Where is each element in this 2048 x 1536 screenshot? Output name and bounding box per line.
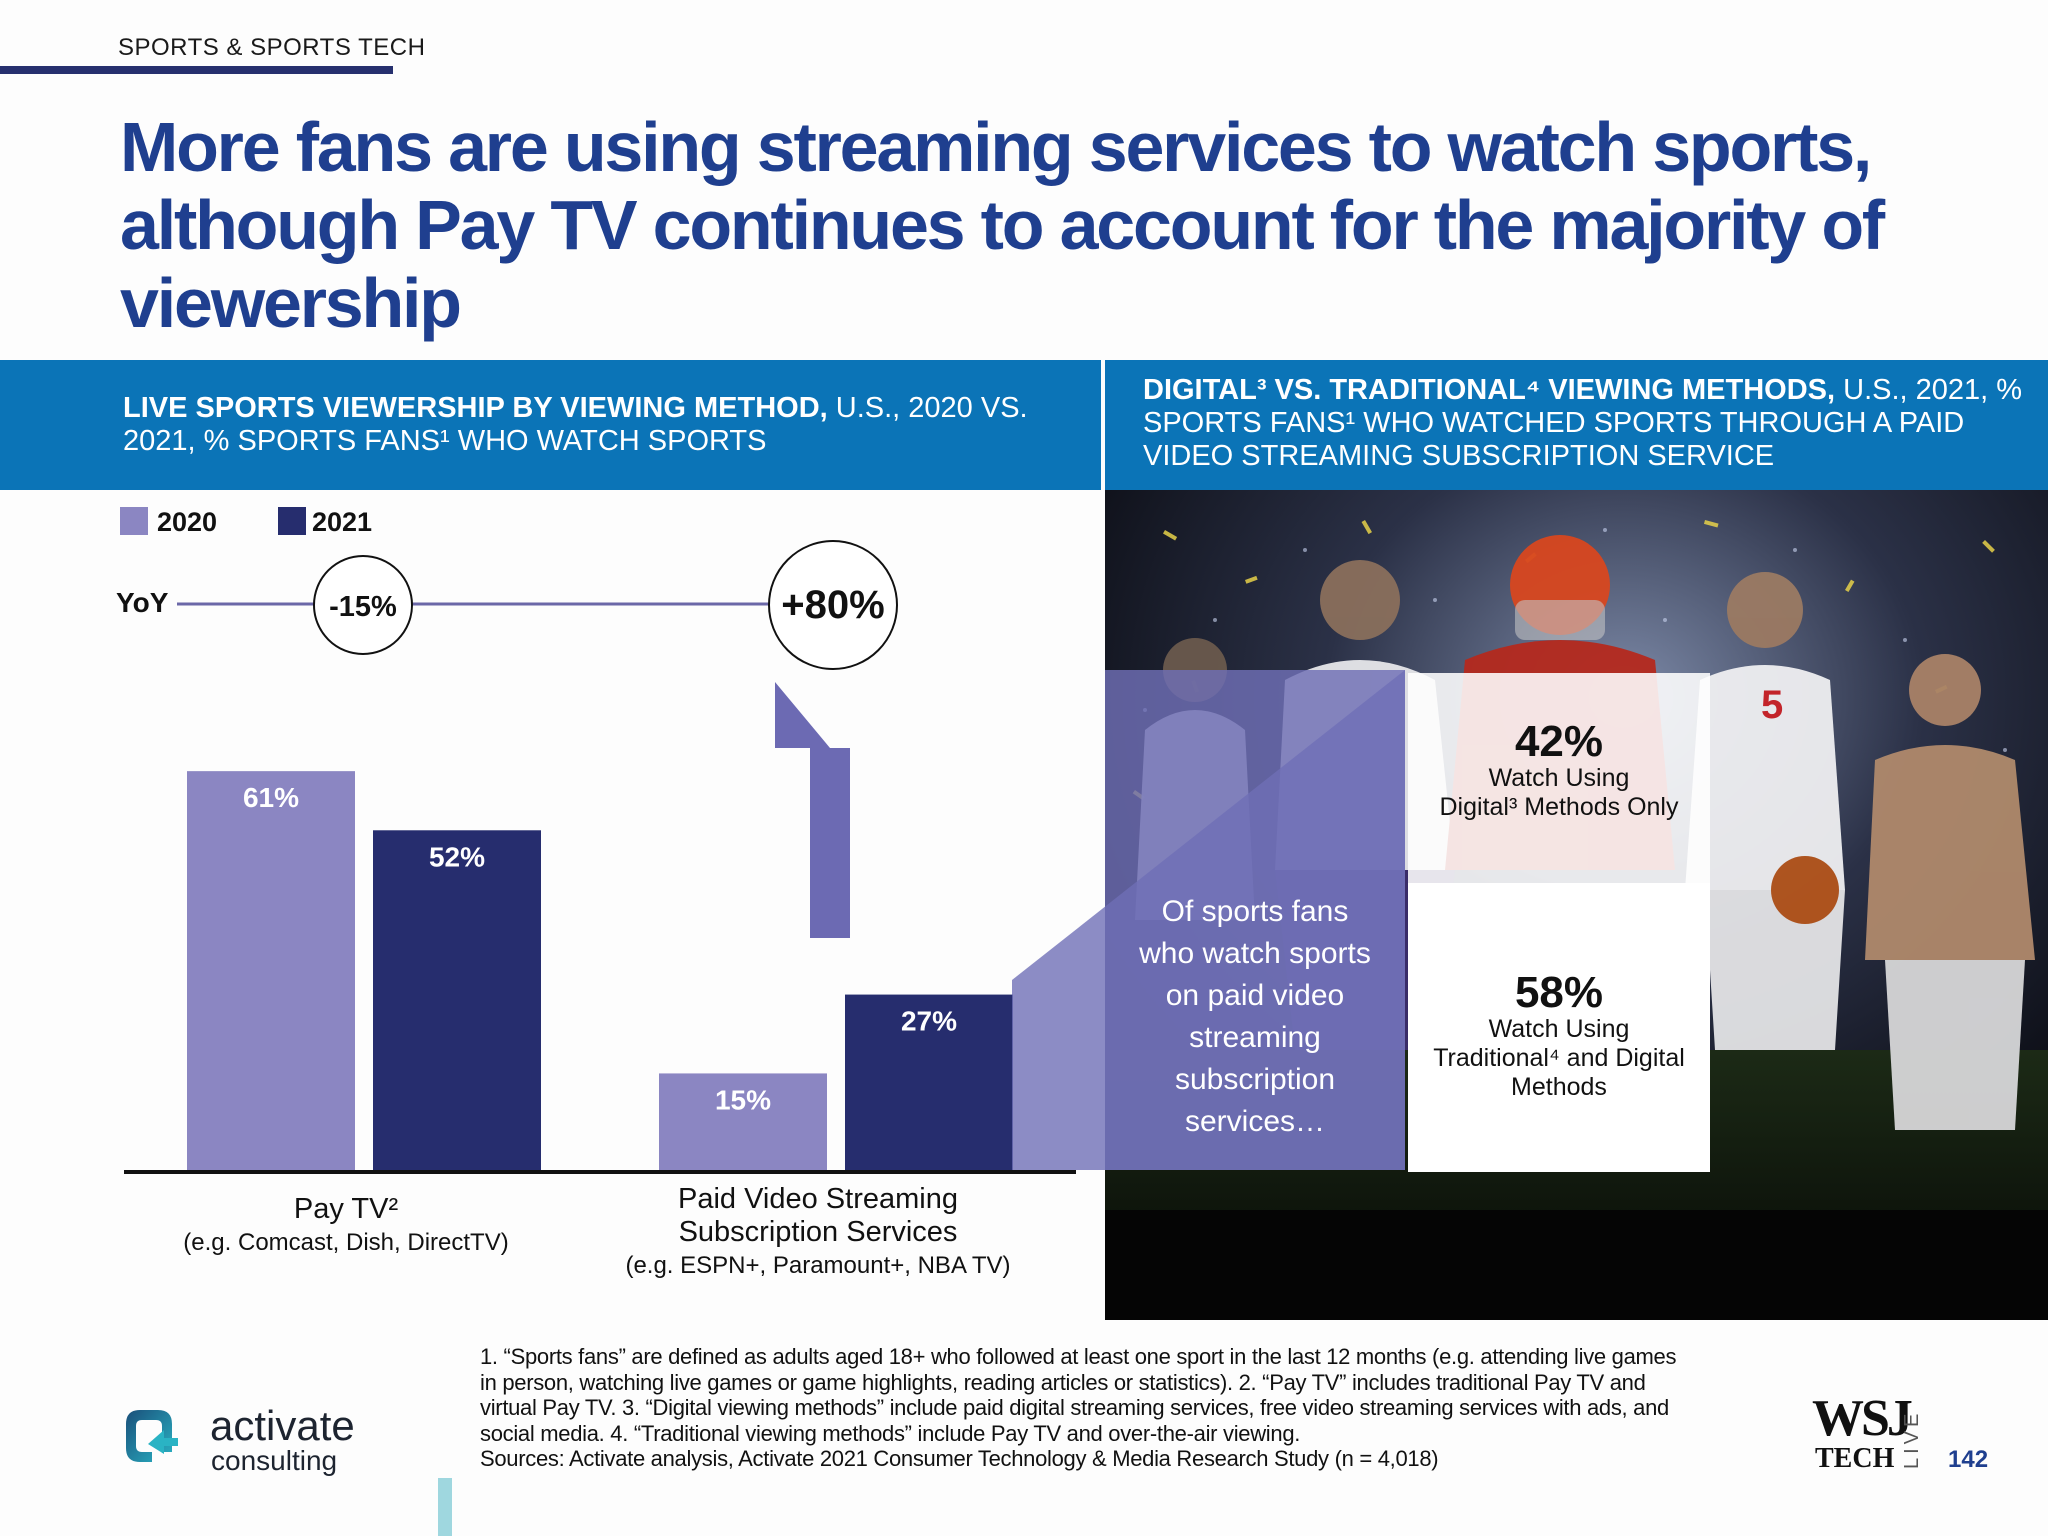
jersey-number: 5 xyxy=(1761,683,1783,727)
wsj-line1: WSJ xyxy=(1812,1390,1912,1447)
category-label-streaming-line1: Paid Video Streaming xyxy=(678,1183,958,1215)
bar-2020-1 xyxy=(659,1073,827,1172)
digital-only-text-line1: Watch Using xyxy=(1489,764,1630,792)
bar-value-label: 27% xyxy=(901,1006,957,1037)
bars-group: 61% 15% 52% 27% xyxy=(187,771,1013,1172)
right-panel-header: DIGITAL³ VS. TRADITIONAL⁴ VIEWING METHOD… xyxy=(1105,360,2048,490)
left-panel-header: LIVE SPORTS VIEWERSHIP BY VIEWING METHOD… xyxy=(0,360,1101,490)
bar-value-label: 61% xyxy=(243,782,299,813)
legend-label-2021: 2021 xyxy=(312,507,372,537)
legend-swatch-2021 xyxy=(278,507,306,535)
funnel-panel xyxy=(1105,670,1405,1170)
section-rule xyxy=(0,66,393,74)
bottom-tab xyxy=(438,1478,452,1536)
bar-value-label: 15% xyxy=(715,1084,771,1115)
digital-only-box xyxy=(1408,673,1710,883)
yoy-circle-streaming xyxy=(768,540,898,670)
callout-intro-line: who watch sports xyxy=(1138,937,1371,970)
traditional-digital-box xyxy=(1408,883,1710,1172)
footnote-line: virtual Pay TV. 3. “Digital viewing meth… xyxy=(480,1395,1669,1420)
category-label-streaming-line2: Subscription Services xyxy=(679,1216,958,1248)
bar-2021-0 xyxy=(373,830,541,1172)
trad-digital-value: 58% xyxy=(1515,968,1603,1017)
growth-arrow-icon xyxy=(775,682,850,938)
yoy-label: YoY xyxy=(116,587,169,618)
left-panel-title: LIVE SPORTS VIEWERSHIP BY VIEWING METHOD… xyxy=(123,392,1083,458)
yoy-value-paytv: -15% xyxy=(329,591,397,623)
bar-2021-1 xyxy=(845,994,1013,1172)
category-note-streaming: (e.g. ESPN+, Paramount+, NBA TV) xyxy=(625,1252,1010,1279)
page-number: 142 xyxy=(1948,1446,1989,1473)
callout-intro-line: on paid video xyxy=(1166,979,1344,1012)
bar-value-label: 52% xyxy=(429,841,485,872)
trad-digital-text-line3: Methods xyxy=(1511,1073,1607,1101)
yoy-value-streaming: +80% xyxy=(781,583,884,627)
digital-only-value: 42% xyxy=(1515,717,1603,766)
wsj-line2: TECH xyxy=(1815,1443,1895,1474)
left-panel-title-rest: U.S., 2020 VS. 2021, % SPORTS FANS¹ WHO … xyxy=(123,392,1028,457)
callout-intro: Of sports fans who watch sports on paid vi… xyxy=(1138,895,1371,1138)
yoy-circle-paytv xyxy=(313,555,413,655)
viewership-chart: 2020 2021 YoY -15% +80% 61% 15% 52% 27% Pay… xyxy=(116,507,1710,1279)
activate-logo: activate consulting xyxy=(118,1400,418,1480)
footnote: 1. “Sports fans” are defined as adults a… xyxy=(480,1344,1810,1472)
activate-logo-icon: activate consulting xyxy=(126,1402,355,1476)
wsj-logo-icon: WSJ TECH LIVE xyxy=(1812,1390,1923,1474)
footnote-line: 1. “Sports fans” are defined as adults a… xyxy=(480,1344,1677,1369)
digital-only-text-line2: Digital³ Methods Only xyxy=(1440,793,1679,821)
right-panel-title-rest: U.S., 2021, % SPORTS FANS¹ WHO WATCHED S… xyxy=(1143,374,2023,472)
right-panel-title-bold: DIGITAL³ VS. TRADITIONAL⁴ VIEWING METHOD… xyxy=(1143,374,1836,406)
category-note-paytv: (e.g. Comcast, Dish, DirectTV) xyxy=(183,1229,508,1256)
page-title: More fans are using streaming services t… xyxy=(120,108,1885,342)
footnote-line: Sources: Activate analysis, Activate 202… xyxy=(480,1446,1439,1471)
callout-intro-line: subscription xyxy=(1175,1063,1335,1096)
legend-label-2020: 2020 xyxy=(157,507,217,537)
logo-line1: activate xyxy=(210,1402,355,1449)
callout-intro-line: Of sports fans xyxy=(1162,895,1349,928)
footnote-line: in person, watching live games or game h… xyxy=(480,1369,1646,1395)
legend-swatch-2020 xyxy=(120,507,148,535)
trad-digital-text-line1: Watch Using xyxy=(1489,1015,1630,1043)
callout-intro-line: streaming xyxy=(1189,1021,1321,1054)
callout-intro-line: services… xyxy=(1185,1105,1325,1138)
wsj-tech-live-logo: WSJ TECH LIVE xyxy=(1812,1385,1932,1475)
wsj-vertical: LIVE xyxy=(1901,1410,1923,1469)
bar-2020-0 xyxy=(187,771,355,1172)
right-panel-title: DIGITAL³ VS. TRADITIONAL⁴ VIEWING METHOD… xyxy=(1143,374,2023,473)
footnote-line: social media. 4. “Traditional viewing me… xyxy=(480,1420,1301,1446)
logo-line2: consulting xyxy=(211,1445,337,1476)
left-panel-title-bold: LIVE SPORTS VIEWERSHIP BY VIEWING METHOD… xyxy=(123,392,828,424)
section-label: SPORTS & SPORTS TECH xyxy=(118,34,426,61)
trad-digital-text-line2: Traditional⁴ and Digital xyxy=(1433,1044,1685,1072)
category-label-paytv: Pay TV² xyxy=(294,1193,399,1225)
